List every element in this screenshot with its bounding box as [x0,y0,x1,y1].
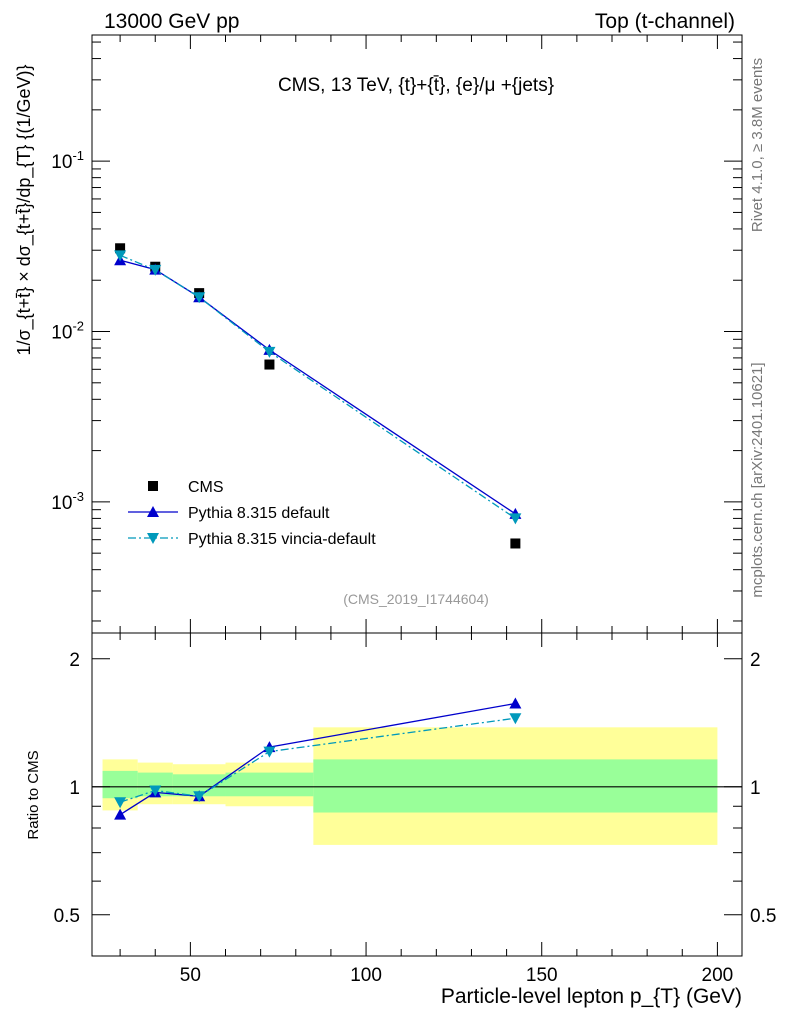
plot-title: CMS, 13 TeV, {t}+{t̄}, {e}/μ +{jets} [278,75,554,96]
ratio-panel: 50 100 150 200 0.5 0.5 1 1 2 2 Ratio to CMS [25,632,776,986]
x-tick-label: 100 [350,965,382,986]
main-vincia-point [193,292,206,304]
main-series-line [119,259,516,515]
main-series-layer [114,243,522,549]
ratio-default-point [509,697,522,709]
mcplots-label: mcplots.cern.ch [arXiv:2401.10621] [749,362,766,597]
ratio-band-inner [225,772,314,797]
main-cms-point [264,359,275,370]
main-vincia-point [149,264,162,276]
ratio-y-tick-label-right: 1 [750,778,761,799]
ratio-frame [91,632,743,957]
main-y-tick-label: 10-2 [51,319,84,344]
ratio-vincia-point [149,785,162,797]
ratio-y-tick-label-right: 0.5 [750,906,776,927]
legend-cms-label: CMS [188,479,224,496]
legend-item-vincia: Pythia 8.315 vincia-default [128,531,376,548]
x-tick-label: 150 [526,965,558,986]
main-cms-point [510,538,521,549]
main-y-tick-label: 10-1 [51,148,84,173]
legend-default-label: Pythia 8.315 default [188,505,330,522]
main-y-tick-label-base: 10 [51,152,72,173]
ratio-y-tick-label-left: 2 [69,650,80,671]
ratio-default-point [114,808,127,820]
main-series-line [119,254,516,519]
x-tick-label: 200 [702,965,734,986]
legend-default-marker [147,506,159,517]
ratio-vincia-point [193,791,206,803]
main-vincia-point [263,346,276,358]
ratio-band-inner [137,772,173,797]
main-y-tick-label-exp: -3 [72,489,84,504]
ratio-band-inner [172,774,226,797]
ratio-band-inner [313,759,718,813]
main-panel: 10-310-210-1 CMS, 13 TeV, {t}+{t̄}, {e}/… [14,34,743,634]
watermark: (CMS_2019_I1744604) [343,591,489,607]
main-vincia-point [114,250,127,262]
main-y-tick-label-base: 10 [51,493,72,514]
main-y-tick-label-base: 10 [51,323,72,344]
ratio-y-tick-label-left: 0.5 [54,906,80,927]
x-tick-label: 50 [180,965,201,986]
ratio-ticks: 50 100 150 200 0.5 0.5 1 1 2 2 [54,633,776,986]
rivet-version-label: Rivet 4.1.0, ≥ 3.8M events [749,58,766,232]
ratio-vincia-point [509,713,522,725]
header-left: 13000 GeV pp [104,10,239,33]
legend-cms-marker [148,481,158,491]
main-cms-point [115,243,126,254]
legend-vincia-marker [147,533,159,544]
x-axis-label: Particle-level lepton p_{T} (GeV) [441,985,742,1008]
ratio-y-tick-label-right: 2 [750,650,761,671]
main-y-tick-label-exp: -1 [72,148,84,163]
ratio-vincia-point [263,746,276,758]
main-y-axis-label: 1/σ_{t+t̄} × dσ_{t+t̄}/dp_{T} {(1/GeV)} [14,65,35,356]
ratio-vincia-point [114,797,127,809]
main-y-tick-label-exp: -2 [72,319,84,334]
main-vincia-point [509,513,522,525]
ratio-y-tick-label-left: 1 [69,778,80,799]
legend: CMS Pythia 8.315 default Pythia 8.315 vi… [128,479,376,548]
ratio-bands-layer [92,727,742,845]
main-ticks: 10-310-210-1 [51,35,742,633]
legend-vincia-label: Pythia 8.315 vincia-default [188,531,376,548]
legend-item-cms: CMS [148,479,224,496]
legend-item-default: Pythia 8.315 default [128,505,330,522]
ratio-series-layer [114,697,522,820]
ratio-y-axis-label: Ratio to CMS [25,750,42,839]
header-right: Top (t-channel) [595,10,735,33]
main-y-tick-label: 10-3 [51,489,84,514]
ratio-band-inner [102,770,138,799]
